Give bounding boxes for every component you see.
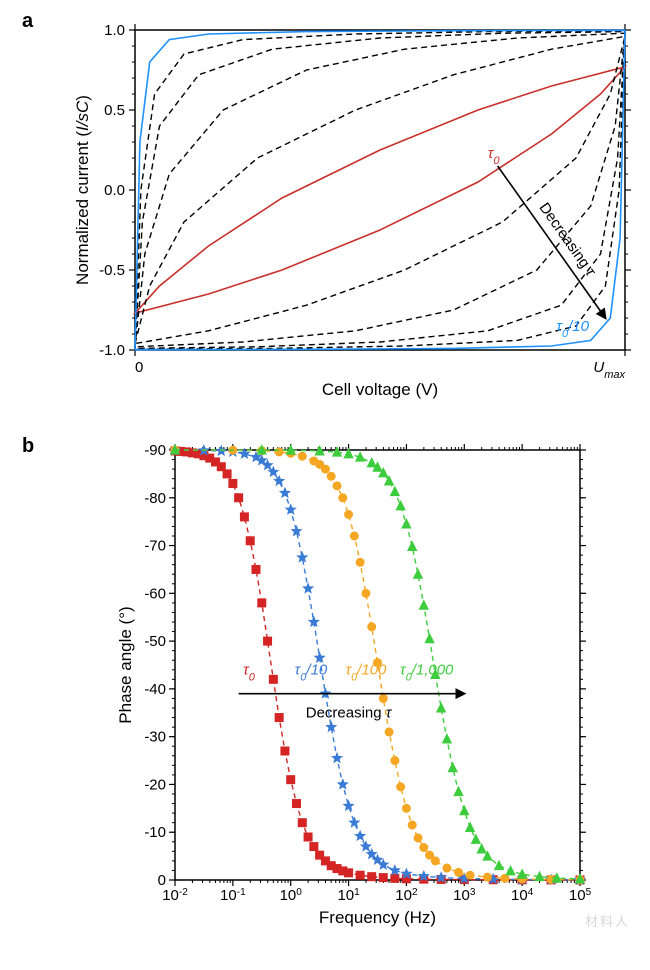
chart-b: -90-80-70-60-50-40-30-20-10010-210-11001…: [115, 435, 595, 940]
figure-panel-a: a -1.0 -0.5 0.0 0.5 1.0 0 Umax Cell voltage (V)…: [10, 10, 640, 415]
svg-text:-50: -50: [144, 633, 166, 650]
svg-text:100: 100: [280, 887, 303, 905]
svg-text:Phase angle (°): Phase angle (°): [116, 606, 135, 723]
svg-text:105: 105: [569, 887, 592, 905]
svg-text:Frequency (Hz): Frequency (Hz): [319, 908, 436, 927]
svg-text:103: 103: [453, 887, 476, 905]
svg-text:Normalized current (I/sC): Normalized current (I/sC): [73, 95, 92, 285]
panel-label-b: b: [22, 435, 34, 458]
svg-text:-10: -10: [144, 824, 166, 841]
chart-a-svg: -1.0 -0.5 0.0 0.5 1.0 0 Umax Cell voltage (V) No…: [70, 10, 640, 410]
svg-text:-90: -90: [144, 442, 166, 459]
svg-text:Decreasing τ: Decreasing τ: [306, 705, 393, 722]
svg-text:-0.5: -0.5: [99, 262, 125, 279]
svg-text:-40: -40: [144, 681, 166, 698]
svg-text:Umax: Umax: [593, 359, 625, 381]
svg-text:0: 0: [135, 359, 143, 376]
panel-label-a: a: [22, 10, 33, 33]
svg-text:102: 102: [395, 887, 418, 905]
svg-text:10-1: 10-1: [220, 887, 246, 905]
svg-text:1.0: 1.0: [104, 22, 125, 39]
svg-text:Cell voltage (V): Cell voltage (V): [322, 380, 438, 399]
svg-text:-1.0: -1.0: [99, 342, 125, 359]
svg-text:101: 101: [337, 887, 360, 905]
svg-text:0.0: 0.0: [104, 182, 125, 199]
svg-text:-80: -80: [144, 490, 166, 507]
chart-a: -1.0 -0.5 0.0 0.5 1.0 0 Umax Cell voltage (V) No…: [70, 10, 640, 415]
svg-text:0.5: 0.5: [104, 102, 125, 119]
figure-panel-b: b -90-80-70-60-50-40-30-20-10010-210-110…: [10, 435, 640, 940]
svg-text:-70: -70: [144, 538, 166, 555]
svg-text:10-2: 10-2: [162, 887, 188, 905]
svg-text:-30: -30: [144, 729, 166, 746]
svg-text:104: 104: [511, 887, 534, 905]
chart-b-svg: -90-80-70-60-50-40-30-20-10010-210-11001…: [115, 435, 595, 935]
watermark: 材料人: [585, 911, 630, 930]
svg-text:-60: -60: [144, 585, 166, 602]
svg-text:-20: -20: [144, 776, 166, 793]
